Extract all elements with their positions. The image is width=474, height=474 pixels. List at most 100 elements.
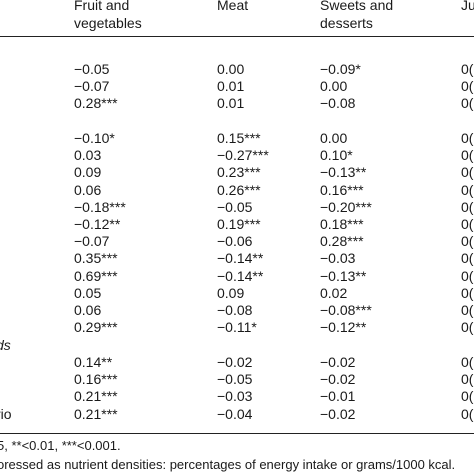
cell-sweets-desserts: −0.08***: [320, 302, 372, 318]
cell-juice: 0(: [461, 406, 474, 422]
table-row: −0.07 0.01 0.00 0(: [0, 78, 474, 95]
cell-meat: −0.05: [217, 371, 253, 387]
cell-sweets-desserts: −0.08: [320, 95, 356, 111]
cell-sweets-desserts: 0.16***: [320, 182, 364, 198]
cell-juice: 0(: [461, 130, 474, 146]
cell-fruit-vegetables: 0.06: [74, 182, 102, 198]
table-row: 0.16*** −0.05 −0.02 0(: [0, 371, 474, 388]
cell-fruit-vegetables: 0.28***: [74, 95, 118, 111]
cell-meat: 0.26***: [217, 182, 261, 198]
table-row: 0.14** −0.02 −0.02 0(: [0, 354, 474, 371]
cell-fruit-vegetables: 0.16***: [74, 371, 118, 387]
table-row: 0.06 −0.08 −0.08*** 0(: [0, 302, 474, 319]
cell-meat: −0.02: [217, 354, 253, 370]
row-label: rio: [0, 406, 12, 422]
table-row: 0.05 0.09 0.02 0(: [0, 285, 474, 302]
cell-meat: −0.06: [217, 233, 253, 249]
cell-juice: 0(: [461, 268, 474, 284]
table-row: 0.28*** 0.01 −0.08 0(: [0, 95, 474, 112]
table-row: −0.05 0.00 −0.09* 0(: [0, 61, 474, 78]
cell-sweets-desserts: −0.20***: [320, 199, 372, 215]
section-row: ds: [0, 337, 474, 354]
cell-juice: 0(: [461, 182, 474, 198]
cell-meat: 0.19***: [217, 216, 261, 232]
cell-fruit-vegetables: 0.69***: [74, 268, 118, 284]
cell-meat: −0.27***: [217, 147, 269, 163]
cell-sweets-desserts: −0.01: [320, 388, 356, 404]
cell-juice: 0(: [461, 388, 474, 404]
table-row: −0.10* 0.15*** 0.00 0(: [0, 130, 474, 147]
cell-juice: 0(: [461, 199, 474, 215]
cell-fruit-vegetables: −0.18***: [74, 199, 126, 215]
cell-juice: 0(: [461, 61, 474, 77]
cell-fruit-vegetables: 0.21***: [74, 406, 118, 422]
cell-meat: −0.04: [217, 406, 253, 422]
cell-fruit-vegetables: 0.05: [74, 285, 102, 301]
cell-meat: −0.11*: [217, 319, 257, 335]
col-header-juice: Jui: [461, 0, 474, 13]
cell-meat: 0.15***: [217, 130, 261, 146]
cell-sweets-desserts: −0.13**: [320, 268, 367, 284]
footnote-units: oressed as nutrient densities: percentag…: [0, 457, 456, 472]
table-row: −0.12** 0.19*** 0.18*** 0(: [0, 216, 474, 233]
cell-sweets-desserts: 0.00: [320, 78, 348, 94]
cell-juice: 0(: [461, 164, 474, 180]
cell-fruit-vegetables: 0.35***: [74, 250, 118, 266]
cell-juice: 0(: [461, 147, 474, 163]
table-row: 0.21*** −0.03 −0.01 0(: [0, 388, 474, 405]
cell-meat: −0.05: [217, 199, 253, 215]
cell-fruit-vegetables: −0.05: [74, 61, 110, 77]
cell-meat: 0.01: [217, 95, 245, 111]
cell-juice: 0(: [461, 371, 474, 387]
col-header-fruit-vegetables: Fruit and vegetables: [74, 0, 142, 31]
bottom-rule: [0, 433, 474, 434]
table-row: −0.07 −0.06 0.28*** 0(: [0, 233, 474, 250]
cell-juice: 0(: [461, 95, 474, 111]
cell-meat: 0.23***: [217, 164, 261, 180]
table-row: 0.09 0.23*** −0.13** 0(: [0, 164, 474, 181]
cell-fruit-vegetables: −0.07: [74, 233, 110, 249]
cell-sweets-desserts: −0.02: [320, 371, 356, 387]
col-header-meat: Meat: [217, 0, 249, 13]
table-row: 0.29*** −0.11* −0.12** 0(: [0, 319, 474, 336]
cell-juice: 0(: [461, 319, 474, 335]
header-rule: [0, 36, 474, 37]
cell-juice: 0(: [461, 233, 474, 249]
cell-sweets-desserts: −0.12**: [320, 319, 367, 335]
cell-sweets-desserts: 0.18***: [320, 216, 364, 232]
cell-meat: 0.01: [217, 78, 245, 94]
table-row: −0.18*** −0.05 −0.20*** 0(: [0, 199, 474, 216]
cell-juice: 0(: [461, 250, 474, 266]
cell-meat: −0.03: [217, 388, 253, 404]
cell-fruit-vegetables: −0.07: [74, 78, 110, 94]
cell-fruit-vegetables: −0.12**: [74, 216, 121, 232]
cell-meat: −0.14**: [217, 268, 264, 284]
table-row: 0.06 0.26*** 0.16*** 0(: [0, 182, 474, 199]
col-header-sweets-desserts: Sweets and desserts: [320, 0, 394, 31]
cell-sweets-desserts: −0.09*: [320, 61, 361, 77]
cell-fruit-vegetables: −0.10*: [74, 130, 115, 146]
table-row: 0.69*** −0.14** −0.13** 0(: [0, 268, 474, 285]
cell-fruit-vegetables: 0.29***: [74, 319, 118, 335]
cell-fruit-vegetables: 0.14**: [74, 354, 113, 370]
cell-juice: 0(: [461, 302, 474, 318]
cell-meat: 0.00: [217, 61, 245, 77]
cell-juice: 0(: [461, 216, 474, 232]
cell-juice: 0(: [461, 285, 474, 301]
cell-meat: −0.08: [217, 302, 253, 318]
cell-sweets-desserts: 0.02: [320, 285, 348, 301]
table-row: 0.35*** −0.14** −0.03 0(: [0, 250, 474, 267]
cell-sweets-desserts: −0.02: [320, 354, 356, 370]
cell-meat: 0.09: [217, 285, 245, 301]
cell-fruit-vegetables: 0.21***: [74, 388, 118, 404]
table-row: 0.03 −0.27*** 0.10* 0(: [0, 147, 474, 164]
cell-fruit-vegetables: 0.06: [74, 302, 102, 318]
cell-juice: 0(: [461, 78, 474, 94]
cell-sweets-desserts: −0.02: [320, 406, 356, 422]
cell-sweets-desserts: 0.00: [320, 130, 348, 146]
cell-fruit-vegetables: 0.09: [74, 164, 102, 180]
cell-fruit-vegetables: 0.03: [74, 147, 102, 163]
cell-sweets-desserts: −0.03: [320, 250, 356, 266]
cell-sweets-desserts: 0.28***: [320, 233, 364, 249]
